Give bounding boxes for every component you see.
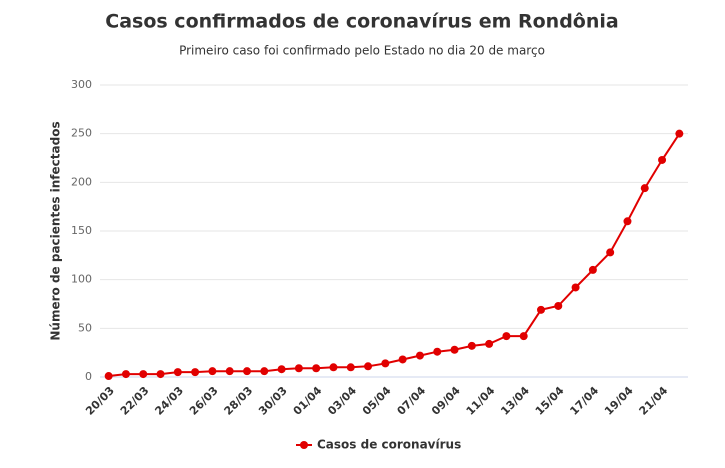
y-tick-label: 100 <box>71 273 92 286</box>
x-tick-label: 21/04 <box>637 384 671 418</box>
data-point <box>260 367 269 376</box>
x-tick-label: 05/04 <box>360 384 394 418</box>
data-point <box>381 359 390 368</box>
data-point <box>606 248 615 257</box>
data-point <box>415 351 424 360</box>
x-tick-label: 09/04 <box>429 384 463 418</box>
data-line <box>108 133 681 377</box>
data-point <box>450 345 459 354</box>
data-point <box>502 332 511 341</box>
data-point <box>329 363 338 372</box>
data-point <box>104 372 113 381</box>
y-tick-label: 250 <box>71 127 92 140</box>
x-tick-label: 24/03 <box>152 384 186 418</box>
data-point <box>243 367 251 376</box>
legend-marker <box>300 441 308 449</box>
x-tick-label: 11/04 <box>464 384 498 418</box>
data-point <box>156 370 165 379</box>
data-point <box>294 364 303 373</box>
data-point <box>658 155 667 164</box>
data-point <box>139 370 148 379</box>
data-point <box>364 362 373 371</box>
data-point <box>225 367 234 376</box>
y-tick-label: 0 <box>85 370 92 383</box>
chart-subtitle: Primeiro caso foi confirmado pelo Estado… <box>179 44 545 58</box>
data-point <box>312 364 321 373</box>
legend-item: Casos de coronavírus <box>296 438 461 452</box>
data-point <box>519 332 528 341</box>
data-point <box>398 355 407 364</box>
data-point <box>191 368 200 377</box>
x-tick-label: 13/04 <box>498 384 532 418</box>
x-tick-label: 15/04 <box>533 384 567 418</box>
x-tick-label: 19/04 <box>602 384 636 418</box>
y-tick-label: 300 <box>71 78 92 91</box>
data-point <box>640 184 649 193</box>
data-point <box>346 363 355 372</box>
legend-label: Casos de coronavírus <box>317 438 461 452</box>
y-tick-label: 200 <box>71 175 92 188</box>
y-tick-label: 50 <box>78 321 92 334</box>
data-point <box>121 370 130 379</box>
data-point <box>467 341 476 350</box>
chart-title: Casos confirmados de coronavírus em Rond… <box>105 11 618 33</box>
y-tick-label: 150 <box>71 224 92 237</box>
x-tick-label: 03/04 <box>325 384 359 418</box>
y-axis-title: Número de pacientes infectados <box>49 121 63 340</box>
data-point <box>433 347 442 356</box>
x-tick-label: 01/04 <box>291 384 325 418</box>
data-point <box>537 305 545 314</box>
x-tick-label: 28/03 <box>222 384 256 418</box>
data-point <box>173 368 182 377</box>
data-point <box>675 129 684 138</box>
data-point <box>571 283 580 292</box>
x-tick-label: 20/03 <box>83 384 117 418</box>
x-tick-label: 22/03 <box>118 384 152 418</box>
data-point <box>485 339 494 348</box>
data-point <box>277 365 286 374</box>
x-tick-label: 26/03 <box>187 384 221 418</box>
x-tick-label: 17/04 <box>567 384 601 418</box>
data-point <box>623 217 632 226</box>
data-point <box>208 367 217 376</box>
data-point <box>588 265 597 274</box>
x-tick-label: 07/04 <box>394 384 428 418</box>
data-point <box>554 301 563 310</box>
x-tick-label: 30/03 <box>256 384 290 418</box>
